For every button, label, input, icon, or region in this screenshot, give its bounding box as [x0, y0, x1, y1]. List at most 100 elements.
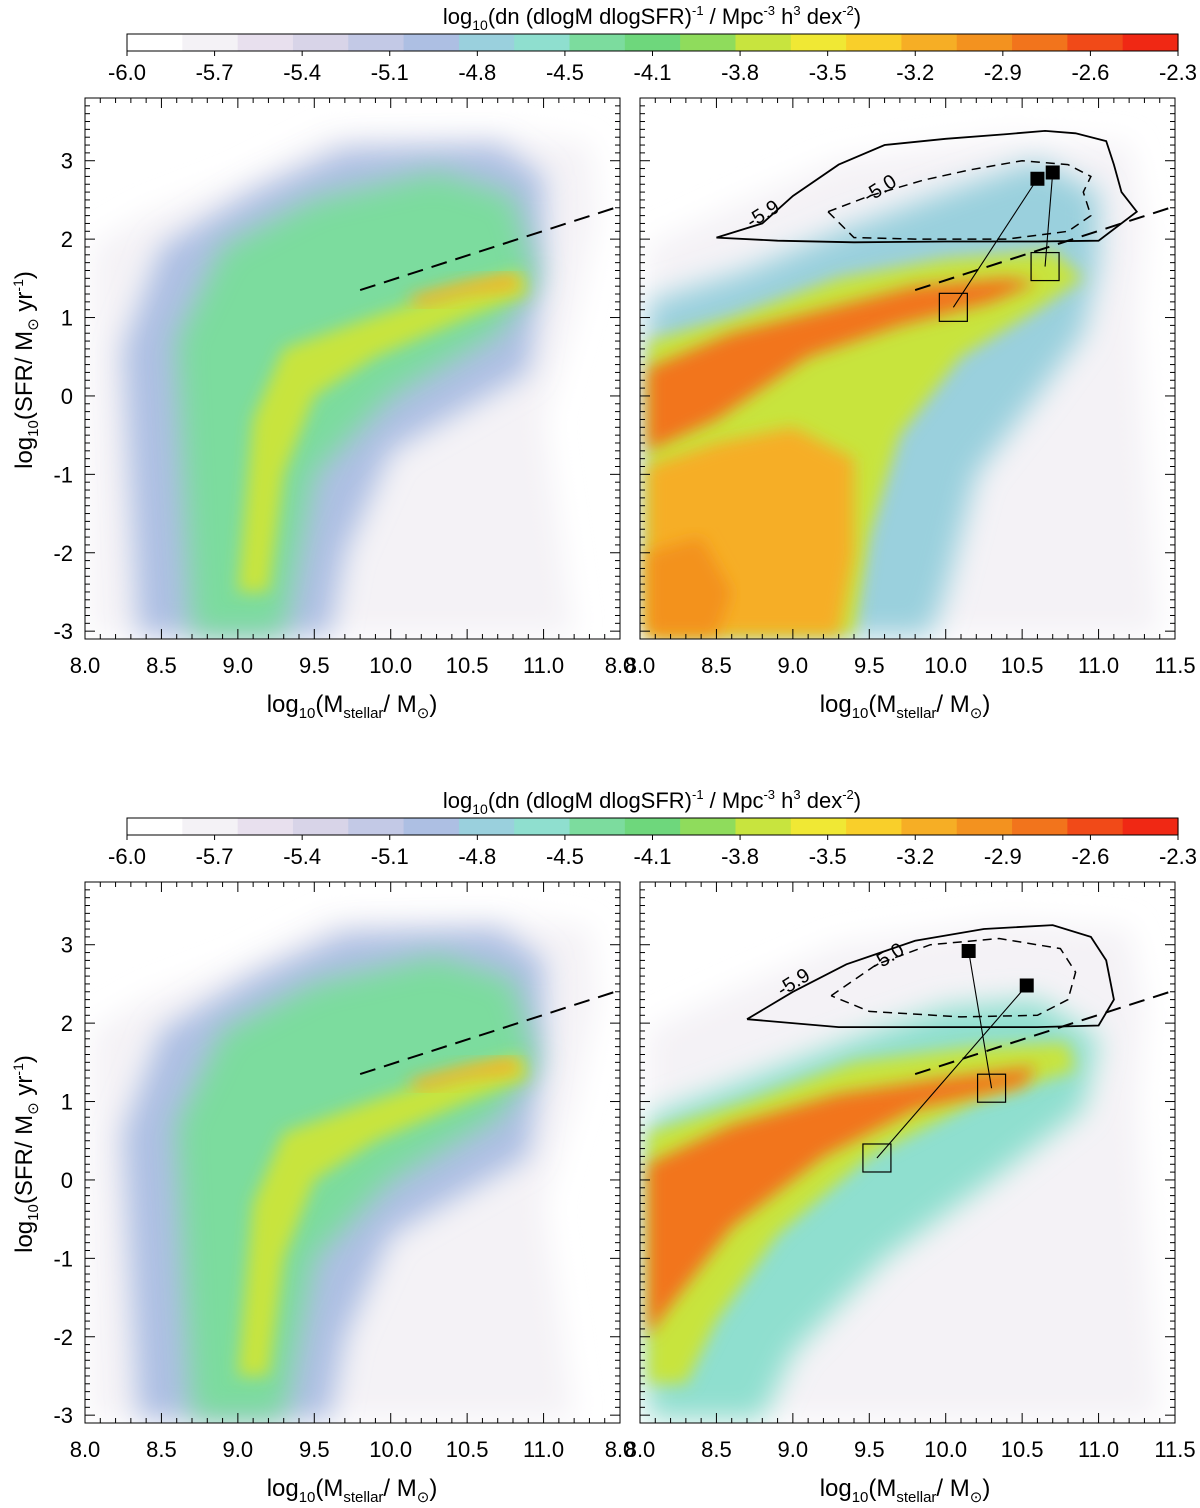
colorbar-cell — [514, 34, 571, 51]
x-tick-label: 8.0 — [625, 1437, 656, 1462]
colorbar-cell — [790, 34, 847, 51]
y-tick-label: 1 — [61, 1090, 73, 1115]
colorbar-ticks: -6.0 -5.7 -5.4 -5.1 -4.8 -4.5 -4.1 -3.8 -3.5 -3.2… — [108, 835, 1197, 869]
colorbar-cell — [956, 818, 1013, 835]
density-layer — [406, 1058, 521, 1090]
density-map — [92, 917, 598, 1420]
open-square-marker — [976, 1073, 1007, 1103]
colorbar-tick-label: -4.5 — [546, 844, 584, 869]
x-tick-label: 9.5 — [299, 653, 330, 678]
y-tick-label: -2 — [53, 541, 73, 566]
x-tick-label: 10.0 — [369, 653, 412, 678]
colorbar-cell — [403, 818, 460, 835]
contour-dashed — [830, 937, 1077, 1018]
open-square-marker — [862, 1143, 892, 1173]
x-tick-label: 11.5 — [1154, 653, 1195, 678]
colorbar-cell — [680, 34, 737, 51]
dashed-reference-line — [359, 989, 620, 1076]
colorbar-tick-label: -5.4 — [283, 844, 321, 869]
density-layer — [237, 270, 529, 592]
colorbar-tick-label: -4.8 — [458, 844, 496, 869]
contour-dashed — [827, 159, 1092, 240]
x-tick-label: 9.0 — [778, 653, 809, 678]
density-layer — [647, 278, 1038, 451]
colorbar-cell — [127, 818, 183, 835]
x-axis-label-top-left: log10(Mstellar/ M⊙) — [267, 691, 438, 722]
colorbar-tick-label: -5.1 — [371, 844, 409, 869]
colorbar-cell — [956, 34, 1013, 51]
y-tick-label: 0 — [61, 1168, 73, 1193]
colorbar-cell — [182, 34, 239, 51]
density-layer — [647, 1066, 1038, 1337]
y-axis-label-bottom: log10(SFR/ M⊙ yr-1) — [10, 1055, 42, 1253]
contour-solid — [716, 129, 1139, 244]
colorbar-tick-label: -2.6 — [1071, 844, 1109, 869]
colorbar-tick-label: -4.5 — [546, 60, 584, 85]
panel-bottom-right: -5.9-5.08.0 8.5 9.0 9.5 10.0 10.5 11.0 11.5 — [625, 881, 1196, 1462]
colorbar-tick-label: -6.0 — [108, 844, 146, 869]
colorbar-cell — [403, 34, 460, 51]
y-tick-label: -1 — [53, 1246, 73, 1271]
colorbar-tick-label: -2.9 — [984, 60, 1022, 85]
colorbar-cell — [790, 818, 847, 835]
x-tick-label: 8.0 — [70, 1437, 101, 1462]
x-tick-label: 9.5 — [854, 653, 885, 678]
x-tick-label: 8.0 — [605, 653, 636, 678]
density-layer — [237, 1054, 529, 1376]
x-tick-label: 9.0 — [223, 653, 254, 678]
panel-top-right: -5.9-5.08.0 8.5 9.0 9.5 10.0 10.5 11.0 11.5 — [625, 97, 1196, 678]
x-axis-label-bottom-right: log10(Mstellar/ M⊙) — [820, 1475, 991, 1506]
connection-line — [968, 950, 993, 1089]
colorbar-tick-label: -4.8 — [458, 60, 496, 85]
colorbar-tick-label: -3.8 — [721, 844, 759, 869]
y-tick-label: -3 — [53, 1403, 73, 1428]
y-axis-label-top: log10(SFR/ M⊙ yr-1) — [10, 271, 42, 469]
y-tick-label: 2 — [61, 1011, 73, 1036]
colorbar-tick-label: -3.5 — [809, 844, 847, 869]
colorbar-title: log10(dn (dlogM dlogSFR)-1 / Mpc-3 h3 de… — [443, 3, 861, 33]
filled-square-marker — [1030, 171, 1045, 186]
x-axis-label-top-right: log10(Mstellar/ M⊙) — [820, 691, 991, 722]
connection-line — [952, 178, 1038, 308]
y-tick-label: -2 — [53, 1325, 73, 1350]
colorbar-top: log10(dn (dlogM dlogSFR)-1 / Mpc-3 h3 de… — [108, 3, 1197, 85]
x-tick-label: 8.5 — [146, 1437, 177, 1462]
x-tick-label: 8.0 — [70, 653, 101, 678]
colorbar-cell — [901, 34, 958, 51]
colorbar-cell — [680, 818, 737, 835]
axis-ticks — [84, 97, 621, 640]
x-tick-label: 11.0 — [523, 1437, 564, 1462]
colorbar-cells — [127, 818, 1179, 835]
plot-frame — [639, 97, 1176, 640]
colorbar-tick-label: -3.5 — [809, 60, 847, 85]
colorbar-cells — [127, 34, 1179, 51]
colorbar-tick-label: -5.4 — [283, 60, 321, 85]
density-layer — [647, 537, 732, 636]
colorbar-tick-label: -3.2 — [896, 60, 934, 85]
colorbar-tick-label: -5.1 — [371, 60, 409, 85]
colorbar-tick-label: -6.0 — [108, 60, 146, 85]
colorbar-cell — [292, 34, 349, 51]
x-tick-label: 9.0 — [223, 1437, 254, 1462]
connection-line — [876, 985, 1028, 1159]
x-tick-label: 11.0 — [1078, 1437, 1119, 1462]
density-layer — [406, 274, 521, 306]
colorbar-cell — [735, 818, 792, 835]
colorbar-ticks: -6.0 -5.7 -5.4 -5.1 -4.8 -4.5 -4.1 -3.8 -3.5 -3.2… — [108, 51, 1197, 85]
x-tick-label: 9.5 — [299, 1437, 330, 1462]
colorbar-cell — [1067, 34, 1124, 51]
y-tick-label: 3 — [61, 933, 73, 958]
dashed-reference-line — [914, 205, 1175, 292]
connection-line — [1044, 172, 1054, 267]
colorbar-cell — [458, 818, 515, 835]
colorbar-tick-label: -3.8 — [721, 60, 759, 85]
y-tick-label: 1 — [61, 306, 73, 331]
colorbar-tick-label: -2.6 — [1071, 60, 1109, 85]
colorbar-tick-label: -2.9 — [984, 844, 1022, 869]
x-tick-label: 10.0 — [924, 1437, 967, 1462]
axis-ticks — [639, 97, 1176, 640]
x-tick-label: 10.5 — [446, 1437, 489, 1462]
dashed-reference-line — [914, 989, 1175, 1076]
colorbar-tick-label: -2.3 — [1159, 844, 1197, 869]
